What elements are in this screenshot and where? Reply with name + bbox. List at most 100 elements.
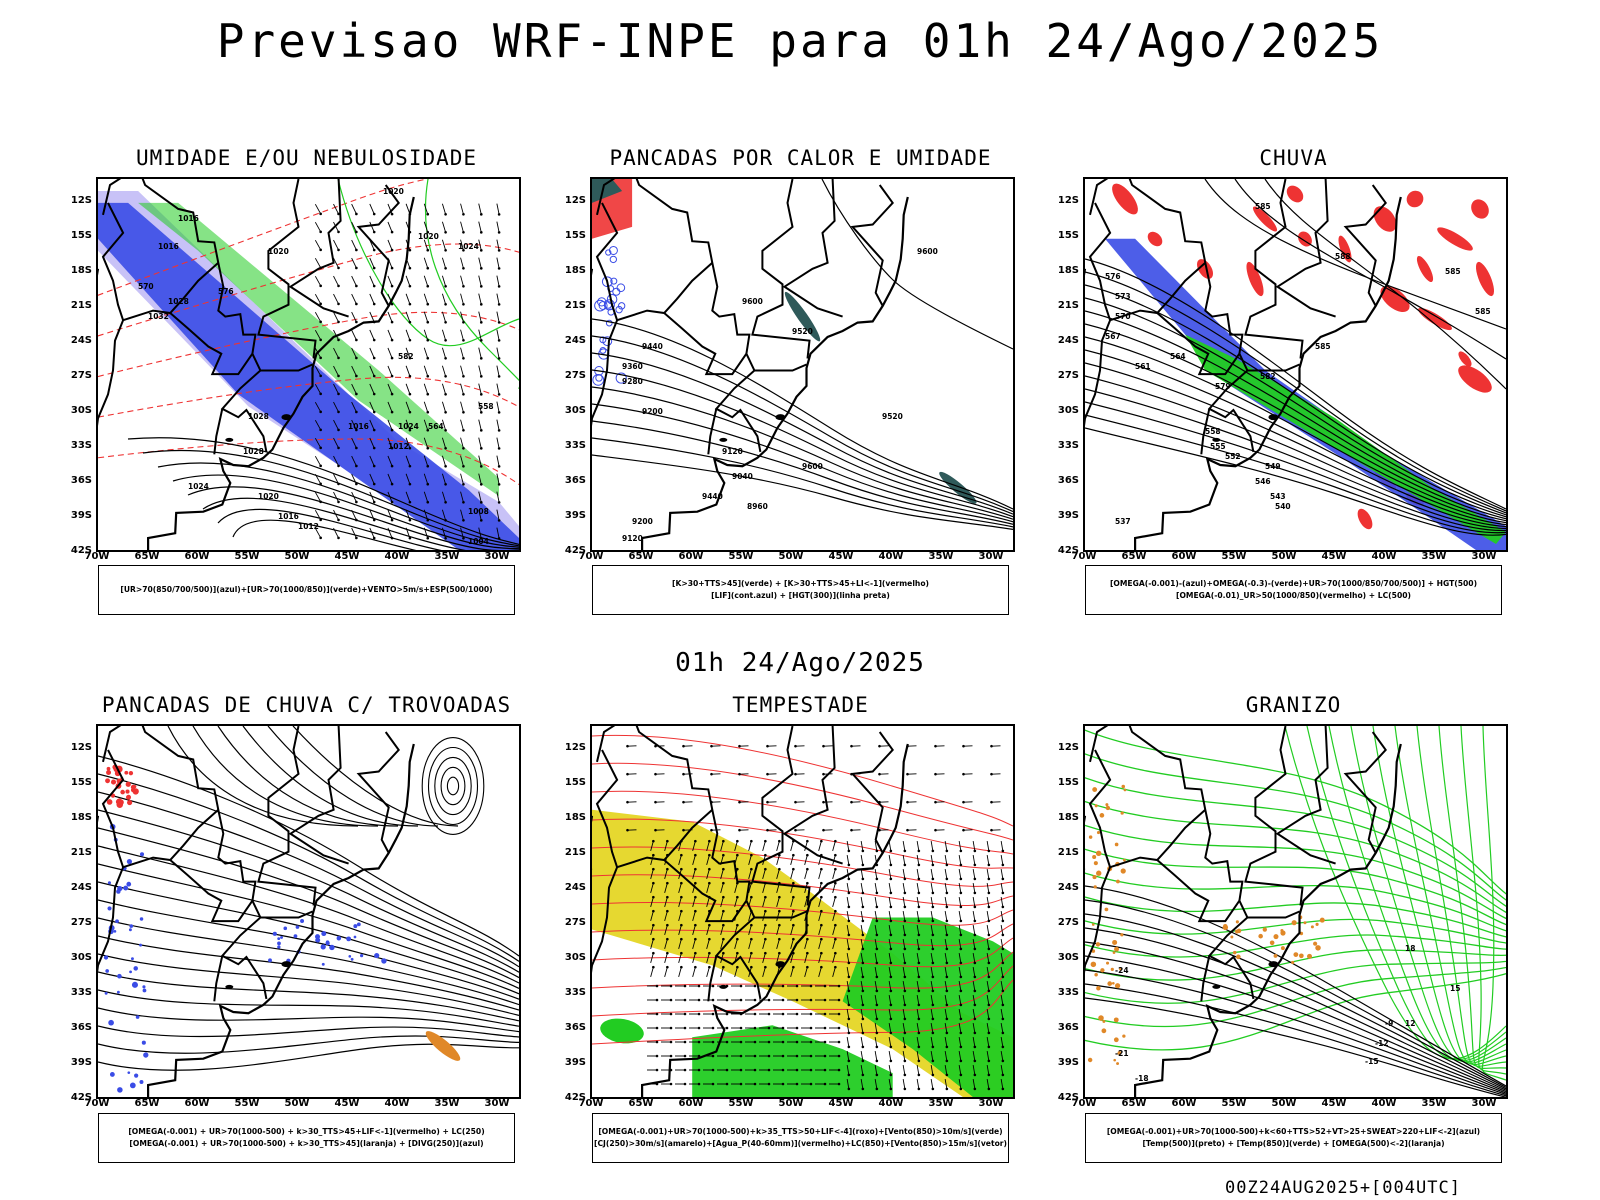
wind-vector-head [778, 923, 781, 927]
forecast-map[interactable] [590, 724, 1015, 1099]
wind-vector-head [750, 867, 753, 871]
wind-vector-head [945, 1059, 949, 1063]
wind-vector-head [1001, 849, 1005, 853]
wind-vector [916, 1008, 920, 1020]
wind-vector [944, 910, 948, 922]
wind-vector [423, 347, 429, 359]
wind-vector-head [889, 933, 893, 937]
wind-vector [460, 437, 464, 449]
wind-vector-head [878, 744, 881, 748]
wind-vector [496, 347, 500, 359]
wind-vector-head [931, 1003, 935, 1007]
wind-vector-head [479, 285, 483, 288]
longitude-label: 60W [184, 551, 210, 562]
wind-vector [818, 897, 822, 907]
wind-vector [314, 203, 322, 215]
wind-vector [314, 419, 322, 431]
wind-vector-head [319, 446, 322, 450]
wind-vector [790, 953, 794, 963]
precipitable-water-contour [592, 937, 1013, 968]
wind-vector-head [794, 744, 797, 748]
wind-vector-head [847, 849, 851, 853]
divergence-blue [109, 1072, 115, 1077]
wind-vector-head [753, 1082, 757, 1086]
contour-label: 585 [1445, 267, 1461, 276]
contour-label: 9040 [732, 472, 753, 481]
wind-vector [369, 365, 375, 377]
wind-vector-head [355, 410, 358, 414]
wind-vector-head [497, 285, 501, 288]
wind-vector [958, 952, 962, 964]
rain-area-red [1286, 185, 1304, 203]
wind-vector [986, 980, 990, 992]
wind-vector [650, 897, 654, 907]
latitude-label: 42S [1057, 1092, 1079, 1103]
wind-vector [478, 473, 482, 485]
wind-vector [333, 221, 339, 233]
wind-vector-head [355, 464, 358, 468]
wind-vector-head [889, 905, 893, 909]
wind-vector [888, 868, 892, 880]
wind-vector [972, 938, 976, 950]
wind-vector [790, 841, 794, 851]
wind-vector [1000, 1064, 1004, 1076]
streamline-250 [267, 726, 439, 827]
wind-vector-head [778, 895, 781, 899]
wind-vector-head [792, 853, 795, 857]
forecast-map[interactable]: -24 -21 -18 -15 -12 -9 12 15 18 [1083, 724, 1508, 1099]
latitude-label: 36S [1057, 1022, 1079, 1033]
wind-vector [762, 911, 766, 921]
wind-vector-head [973, 891, 977, 895]
wind-vector-head [764, 909, 767, 913]
longitude-label: 50W [778, 551, 804, 562]
wind-vector-head [945, 905, 949, 909]
divergence-blue [134, 1073, 139, 1078]
wind-vector [762, 939, 766, 949]
wind-vector [351, 491, 357, 503]
wind-vector-head [694, 895, 697, 899]
hgt500-contour [1085, 362, 1506, 526]
wind-vector-head [861, 1059, 865, 1063]
wind-vector-head [945, 849, 949, 853]
wind-vector [423, 527, 429, 539]
wind-vector [888, 938, 892, 950]
wind-vector [387, 527, 393, 539]
wind-vector-head [875, 891, 879, 895]
wind-vector-head [444, 230, 447, 234]
wind-vector [986, 1078, 990, 1090]
omega500-orange [1091, 923, 1095, 926]
wind-vector [748, 925, 752, 935]
wind-vector [678, 897, 682, 907]
forecast-map[interactable]: 1020 1016 1016 1020 1020 1024 1028 1032 1028 1028… [96, 177, 521, 552]
contour-label: -21 [1115, 1049, 1129, 1058]
wind-vector [832, 841, 836, 851]
wind-vector-head [959, 933, 963, 937]
instability-area-teal [592, 179, 623, 203]
panel-legend: [OMEGA(-0.001)+UR>70(1000-500)+k>35_TTS>… [592, 1113, 1009, 1163]
wind-vector-head [820, 923, 823, 927]
wind-vector [944, 896, 948, 908]
wind-vector-head [990, 772, 993, 776]
wind-vector [972, 882, 976, 894]
wind-vector-head [408, 374, 412, 378]
hgt500-contour [1085, 323, 1506, 520]
wind-vector [874, 1078, 878, 1090]
wind-vector [1000, 952, 1004, 964]
wind-vector-head [694, 965, 697, 969]
wind-vector-head [666, 923, 669, 927]
wind-vector-head [753, 1068, 757, 1072]
forecast-map[interactable]: 9600 9520 9440 9360 9280 9200 9120 9040 8960 9600… [590, 177, 1015, 552]
wind-vector-head [390, 500, 394, 504]
wind-vector [930, 1064, 934, 1076]
forecast-map[interactable]: 585 588 585 585 585 582 579 576 573 570 567 564 561 5… [1083, 177, 1508, 552]
wind-vector-head [390, 320, 394, 324]
wind-vector [818, 911, 822, 921]
wind-vector [916, 1050, 920, 1062]
wind-vector [441, 437, 447, 449]
wind-vector-head [683, 1026, 687, 1030]
wind-vector-head [319, 536, 322, 540]
omega500-orange [1310, 925, 1314, 929]
wind-vector-head [682, 744, 685, 748]
rain-area-red [1252, 206, 1278, 232]
forecast-map[interactable] [96, 724, 521, 1099]
